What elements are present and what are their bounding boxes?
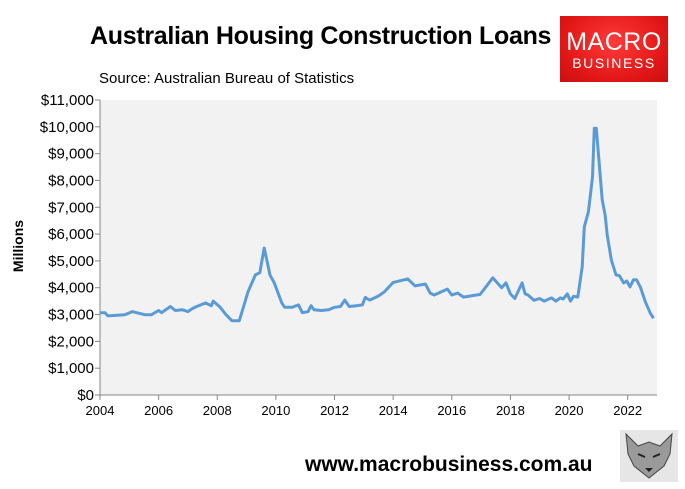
logo-line2: BUSINESS — [572, 55, 656, 71]
x-tick-label: 2008 — [203, 403, 232, 418]
logo-line1: MACRO — [566, 28, 662, 56]
y-axis-label: Millions — [10, 220, 26, 272]
y-tick-label: $0 — [77, 387, 94, 404]
x-tick-label: 2012 — [320, 403, 349, 418]
x-tick-label: 2022 — [613, 403, 642, 418]
x-tick-label: 2014 — [379, 403, 408, 418]
series — [100, 126, 655, 323]
y-tick-label: $4,000 — [48, 280, 94, 297]
series-line — [100, 126, 655, 323]
x-tick-label: 2010 — [261, 403, 290, 418]
macrobusiness-logo: MACRO BUSINESS — [560, 16, 668, 82]
y-tick-label: $11,000 — [41, 92, 94, 109]
plot-area — [100, 100, 657, 395]
y-tick-label: $9,000 — [48, 146, 94, 163]
y-tick-label: $3,000 — [48, 307, 94, 324]
x-tick-label: 2016 — [437, 403, 466, 418]
x-tick-label: 2006 — [144, 403, 173, 418]
y-tick-label: $1,000 — [48, 360, 94, 377]
chart-title: Australian Housing Construction Loans — [90, 22, 552, 50]
y-tick-label: $8,000 — [48, 172, 94, 189]
x-tick-label: 2004 — [86, 403, 115, 418]
y-tick-label: $2,000 — [48, 333, 94, 350]
chart-subtitle: Source: Australian Bureau of Statistics — [99, 70, 355, 87]
website-url: www.macrobusiness.com.au — [305, 453, 593, 476]
y-tick-label: $10,000 — [40, 119, 94, 136]
y-tick-label: $7,000 — [48, 199, 94, 216]
fox-mascot-icon — [620, 430, 678, 482]
axes: $0 $1,000 $2,000 $3,000 $4,000 $5,000 $6,000 $7… — [40, 92, 657, 418]
y-tick-label: $6,000 — [48, 226, 94, 243]
x-tick-label: 2018 — [496, 403, 525, 418]
y-tick-label: $5,000 — [48, 253, 94, 270]
x-tick-label: 2020 — [555, 403, 584, 418]
